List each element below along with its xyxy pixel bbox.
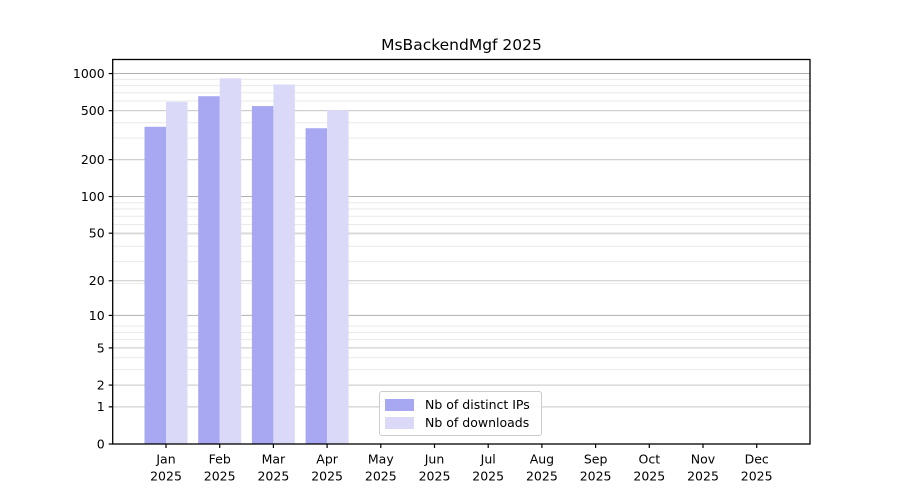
y-tick-label: 500 [81, 103, 105, 118]
bar-nb-of-downloads-apr [327, 110, 349, 444]
legend-label-distinct-ips: Nb of distinct IPs [425, 397, 530, 412]
x-tick-label-year: 2025 [741, 469, 773, 484]
bar-nb-of-distinct-ips-feb [198, 96, 220, 444]
y-tick-label: 200 [81, 152, 105, 167]
y-tick-label: 1 [97, 399, 105, 414]
bar-nb-of-distinct-ips-jan [144, 126, 166, 444]
x-tick-label-year: 2025 [365, 469, 397, 484]
x-tick-label-year: 2025 [311, 469, 343, 484]
x-tick-label-year: 2025 [257, 469, 289, 484]
y-tick-label: 2 [97, 377, 105, 392]
x-tick-label-year: 2025 [472, 469, 504, 484]
x-tick-label-month: Oct [638, 452, 660, 467]
x-tick-label-year: 2025 [687, 469, 719, 484]
x-tick-label-year: 2025 [633, 469, 665, 484]
bar-nb-of-distinct-ips-mar [251, 106, 274, 444]
bar-nb-of-distinct-ips-apr [305, 128, 328, 445]
bar-nb-of-downloads-jan [166, 101, 188, 445]
x-tick-label-month: May [368, 452, 394, 467]
legend-entry-distinct-ips: Nb of distinct IPs [385, 397, 541, 412]
x-tick-label-month: Sep [584, 452, 608, 467]
legend-swatch-distinct-ips [385, 398, 414, 411]
legend: Nb of distinct IPs Nb of downloads [379, 391, 542, 436]
bar-nb-of-downloads-mar [273, 84, 295, 444]
x-tick-label-month: Mar [262, 452, 286, 467]
x-tick-label-month: Jul [480, 452, 496, 467]
x-tick-label-year: 2025 [204, 469, 236, 484]
x-tick-label-month: Jun [424, 452, 445, 467]
legend-swatch-downloads [385, 416, 414, 429]
y-tick-label: 0 [97, 436, 105, 451]
chart-title: MsBackendMgf 2025 [381, 36, 542, 54]
x-tick-label-month: Apr [316, 452, 338, 467]
x-tick-label-month: Aug [530, 452, 554, 467]
y-tick-label: 100 [81, 189, 105, 204]
x-tick-label-month: Nov [691, 452, 716, 467]
y-tick-label: 5 [97, 340, 105, 355]
x-tick-label-month: Feb [209, 452, 231, 467]
x-tick-label-month: Dec [745, 452, 769, 467]
x-tick-label-year: 2025 [419, 469, 451, 484]
y-tick-label: 10 [89, 308, 105, 323]
axes-box [112, 58, 811, 445]
y-tick-label: 50 [89, 226, 105, 241]
x-tick-label-year: 2025 [526, 469, 558, 484]
y-tick-label: 1000 [73, 66, 105, 81]
bar-nb-of-downloads-feb [219, 78, 242, 445]
legend-entry-downloads: Nb of downloads [385, 415, 541, 430]
legend-label-downloads: Nb of downloads [425, 415, 530, 430]
x-tick-label-year: 2025 [580, 469, 612, 484]
x-tick-label-year: 2025 [150, 469, 182, 484]
y-tick-label: 20 [89, 273, 105, 288]
x-tick-label-month: Jan [155, 452, 175, 467]
